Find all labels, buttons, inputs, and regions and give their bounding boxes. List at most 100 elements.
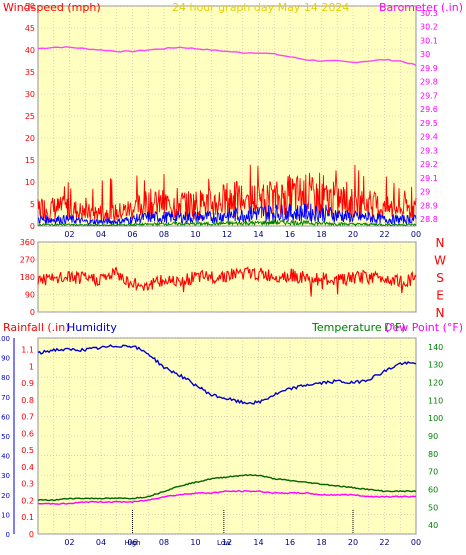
humidity-tick-label: 70 bbox=[1, 394, 10, 402]
wind-axis-label: Windspeed (mph) bbox=[3, 1, 101, 14]
x-tick-label: 02 bbox=[64, 230, 74, 239]
barometer-tick-label: 29.9 bbox=[420, 64, 438, 73]
barometer-tick-label: 30.1 bbox=[420, 36, 438, 45]
wind-tick-label: 50 bbox=[25, 2, 35, 11]
humidity-tick-label: 100 bbox=[0, 335, 10, 343]
humidity-tick-label: 80 bbox=[1, 374, 10, 382]
temperature-tick-label: 120 bbox=[428, 379, 443, 388]
x-tick-label: 06 bbox=[127, 538, 137, 547]
temperature-tick-label: 80 bbox=[428, 450, 438, 459]
wind-tick-label: 20 bbox=[25, 134, 35, 143]
x-tick-label: 20 bbox=[348, 538, 358, 547]
barometer-axis-label: Barometer (.in) bbox=[379, 1, 463, 14]
wind-tick-label: 35 bbox=[25, 68, 35, 77]
x-tick-label: 00 bbox=[411, 538, 421, 547]
wind-tick-label: 45 bbox=[25, 24, 35, 33]
rain-tick-label: 0.4 bbox=[21, 463, 34, 472]
barometer-tick-label: 29.1 bbox=[420, 174, 438, 183]
wind-average-line bbox=[37, 218, 417, 227]
temperature-tick-label: 130 bbox=[428, 361, 443, 370]
wind-tick-label: 40 bbox=[25, 46, 35, 55]
barometer-tick-label: 29.7 bbox=[420, 91, 438, 100]
extreme-marker-label: High bbox=[124, 539, 140, 547]
rain-tick-label: 0.1 bbox=[21, 513, 34, 522]
x-tick-label: 04 bbox=[96, 230, 106, 239]
temperature-tick-label: 100 bbox=[428, 414, 443, 423]
humidity-tick-label: 20 bbox=[1, 492, 10, 500]
wind-tick-label: 30 bbox=[25, 90, 35, 99]
rain-tick-label: 0.2 bbox=[21, 496, 34, 505]
compass-label: S bbox=[436, 271, 444, 285]
x-tick-label: 06 bbox=[127, 230, 137, 239]
temperature-line bbox=[37, 473, 417, 502]
barometer-tick-label: 30 bbox=[420, 50, 430, 59]
rain-tick-label: 0.8 bbox=[21, 396, 34, 405]
x-tick-label: 16 bbox=[285, 230, 295, 239]
temperature-tick-label: 110 bbox=[428, 396, 443, 405]
x-tick-label: 08 bbox=[159, 538, 169, 547]
barometer-tick-label: 29.8 bbox=[420, 78, 438, 87]
wind-tick-label: 10 bbox=[25, 178, 35, 187]
barometer-tick-label: 29.4 bbox=[420, 133, 438, 142]
temperature-tick-label: 90 bbox=[428, 432, 438, 441]
x-tick-label: 04 bbox=[96, 538, 106, 547]
rain-tick-label: 0.7 bbox=[21, 413, 34, 422]
temperature-tick-label: 70 bbox=[428, 468, 438, 477]
x-tick-label: 14 bbox=[253, 230, 263, 239]
series-marks bbox=[37, 46, 417, 534]
barometer-tick-label: 29.5 bbox=[420, 119, 438, 128]
x-tick-label: 00 bbox=[411, 230, 421, 239]
temperature-tick-label: 60 bbox=[428, 485, 438, 494]
x-tick-label: 10 bbox=[190, 538, 200, 547]
x-tick-label: 18 bbox=[316, 230, 326, 239]
temperature-tick-label: 50 bbox=[428, 503, 438, 512]
rain-tick-label: 0.3 bbox=[21, 480, 34, 489]
temperature-axis-label: Temperature (°F) bbox=[311, 321, 406, 334]
x-tick-label: 02 bbox=[64, 538, 74, 547]
barometer-line bbox=[37, 46, 417, 66]
rain-tick-label: 0.6 bbox=[21, 429, 34, 438]
barometer-tick-label: 28.9 bbox=[420, 201, 438, 210]
x-tick-label: 20 bbox=[348, 230, 358, 239]
barometer-tick-label: 29.3 bbox=[420, 146, 438, 155]
extreme-marker-label: Low bbox=[217, 539, 231, 547]
barometer-tick-label: 29 bbox=[420, 188, 430, 197]
barometer-tick-label: 29.6 bbox=[420, 105, 438, 114]
dew-point-line bbox=[37, 489, 417, 505]
barometer-tick-label: 29.2 bbox=[420, 160, 438, 169]
rainfall-axis-label: Rainfall (.in) bbox=[3, 321, 70, 334]
x-tick-label: 08 bbox=[159, 230, 169, 239]
x-tick-label: 14 bbox=[253, 538, 263, 547]
wind-speed-line bbox=[37, 203, 417, 227]
x-tick-label: 12 bbox=[222, 230, 232, 239]
humidity-axis-label: Humidity bbox=[67, 321, 117, 334]
direction-tick-label: 180 bbox=[20, 273, 35, 282]
compass-label: N bbox=[436, 306, 445, 320]
dewpoint-axis-label: Dew Point (°F) bbox=[384, 321, 463, 334]
temperature-tick-label: 140 bbox=[428, 343, 443, 352]
rain-tick-label: 1.1 bbox=[21, 346, 34, 355]
direction-tick-label: 360 bbox=[20, 238, 35, 247]
direction-tick-label: 90 bbox=[25, 291, 35, 300]
rain-tick-label: 0 bbox=[29, 530, 34, 539]
humidity-tick-label: 0 bbox=[6, 531, 10, 539]
rain-tick-label: 0.5 bbox=[21, 446, 34, 455]
compass-label: E bbox=[436, 289, 444, 303]
temperature-tick-label: 40 bbox=[428, 521, 438, 530]
humidity-tick-label: 30 bbox=[1, 472, 10, 480]
humidity-tick-label: 60 bbox=[1, 413, 10, 421]
rain-tick-label: 1 bbox=[29, 362, 34, 371]
humidity-tick-label: 50 bbox=[1, 433, 10, 441]
wind-tick-label: 25 bbox=[25, 112, 35, 121]
x-tick-label: 16 bbox=[285, 538, 295, 547]
wind-tick-label: 15 bbox=[25, 156, 35, 165]
chart-title: 24 hour graph day May 14 2024 bbox=[172, 1, 349, 14]
barometer-tick-label: 28.8 bbox=[420, 215, 438, 224]
barometer-tick-label: 30.2 bbox=[420, 23, 438, 32]
wind-tick-label: 5 bbox=[30, 200, 35, 209]
barometer-tick-label: 30.3 bbox=[420, 9, 438, 18]
direction-tick-label: 0 bbox=[30, 308, 35, 317]
wind-tick-label: 0 bbox=[30, 222, 35, 231]
direction-tick-label: 270 bbox=[20, 256, 35, 265]
x-tick-label: 18 bbox=[316, 538, 326, 547]
